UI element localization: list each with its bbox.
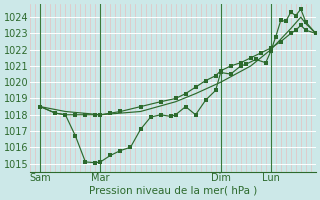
X-axis label: Pression niveau de la mer( hPa ): Pression niveau de la mer( hPa ) bbox=[89, 186, 257, 196]
